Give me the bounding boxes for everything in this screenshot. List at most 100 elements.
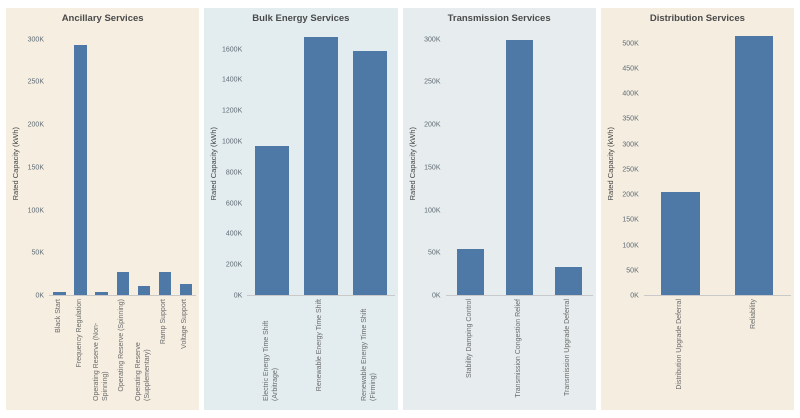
x-label-slot: Black Start [49, 296, 70, 404]
x-axis-label: Black Start [55, 299, 63, 333]
x-label-slot: Renewable Energy Time Shift [296, 296, 345, 404]
y-tick-label: 300K [622, 141, 639, 149]
x-axis-labels: Electric Energy Time Shift (Arbitrage) Re… [247, 296, 394, 404]
chart-panel-bulk-energy-services: Bulk Energy Services Rated Capacity (kWh… [204, 8, 398, 410]
bar-slot [345, 31, 394, 295]
x-axis-label: Distribution Upgrade Deferral [676, 299, 684, 390]
bar-slot [644, 31, 718, 295]
y-tick-label: 250K [27, 78, 44, 86]
x-axis-labels: Black Start Frequency Regulation Operating… [49, 296, 196, 404]
x-label-slot: Distribution Upgrade Deferral [644, 296, 718, 404]
y-tick-label: 50K [31, 249, 44, 257]
x-label-slot: Voltage Support [175, 296, 196, 404]
y-tick-label: 100K [622, 242, 639, 250]
y-tick-label: 250K [622, 166, 639, 174]
y-axis-title: Rated Capacity (kWh) [9, 31, 22, 296]
x-label-slot: Stability Damping Control [446, 296, 495, 404]
bar-slot [717, 31, 791, 295]
y-axis-ticks: 0K 50K 100K 150K 200K 250K 300K [22, 31, 49, 299]
x-label-slot: Frequency Regulation [70, 296, 91, 404]
bar-transmission-congestion-relief[interactable] [505, 39, 533, 295]
y-axis-title-text: Rated Capacity (kWh) [11, 126, 20, 201]
plot-area [643, 31, 791, 296]
y-tick-label: 600K [225, 200, 243, 208]
bar-slot [175, 31, 196, 295]
bar-slot [154, 31, 175, 295]
y-tick-label: 300K [27, 36, 44, 44]
y-tick-label: 1400K [222, 76, 243, 84]
y-axis-ticks: 0K 50K 100K 150K 200K 250K 300K 350K 400K 450K 500… [617, 31, 644, 299]
chart-panel-transmission-services: Transmission Services Rated Capacity (kW… [402, 8, 596, 410]
y-tick-label: 0K [35, 292, 44, 300]
y-tick-label: 450K [622, 65, 639, 73]
x-axis-label: Voltage Support [181, 299, 189, 349]
x-label-slot: Electric Energy Time Shift (Arbitrage) [247, 296, 296, 404]
y-tick-label: 0K [233, 292, 243, 300]
y-tick-label: 50K [428, 249, 441, 257]
y-tick-label: 0K [431, 292, 441, 300]
chart-body: Rated Capacity (kWh) 0K 50K 100K 150K 200K 25… [406, 31, 593, 300]
chart-panel-ancillary-services: Ancillary Services Rated Capacity (kWh) … [6, 8, 200, 410]
bar-slot [70, 31, 91, 295]
bar-black-start[interactable] [53, 292, 66, 295]
bar-voltage-support[interactable] [179, 283, 192, 295]
chart-title: Ancillary Services [61, 13, 144, 24]
bar-slot [91, 31, 112, 295]
y-axis-title: Rated Capacity (kWh) [406, 31, 419, 296]
bar-renewable-energy-time-shift-firming[interactable] [352, 50, 388, 295]
y-tick-label: 100K [424, 207, 441, 215]
x-axis-label: Electric Energy Time Shift (Arbitrage) [263, 320, 279, 401]
y-tick-label: 50K [626, 267, 639, 275]
plot-area [445, 31, 593, 296]
bar-transmission-upgrade-deferral[interactable] [554, 266, 582, 295]
y-tick-label: 1200K [222, 107, 243, 115]
bar-stability-damping-control[interactable] [456, 249, 484, 295]
x-axis-label: Operating Reserve (Non-Spinning) [92, 322, 109, 401]
plot-area [247, 31, 395, 296]
y-tick-label: 150K [27, 164, 44, 172]
x-axis-label: Reliability [749, 299, 757, 329]
x-axis-label: Transmission Congestion Relief [514, 299, 522, 398]
bar-slot [247, 31, 296, 295]
x-label-slot: Reliability [717, 296, 791, 404]
bar-distribution-upgrade-deferral[interactable] [661, 191, 700, 295]
bar-electric-energy-time-shift-arbitrage[interactable] [254, 146, 289, 295]
bar-slot [49, 31, 70, 295]
x-axis-label: Renewable Energy Time Shift (Firming) [361, 308, 377, 401]
bar-renewable-energy-time-shift[interactable] [303, 37, 339, 295]
y-tick-label: 200K [424, 121, 441, 129]
y-tick-label: 250K [424, 78, 441, 86]
bar-operating-reserve-spinning[interactable] [116, 272, 129, 295]
x-label-slot: Operating Reserve (Spinning) [112, 296, 133, 404]
x-label-slot: Transmission Congestion Relief [495, 296, 544, 404]
y-axis-title: Rated Capacity (kWh) [207, 31, 220, 296]
y-axis-title: Rated Capacity (kWh) [604, 31, 617, 296]
x-axis-label: Renewable Energy Time Shift [316, 299, 324, 392]
bar-reliability[interactable] [735, 36, 774, 295]
bar-operating-reserve-non-spinning[interactable] [95, 291, 108, 295]
chart-body: Rated Capacity (kWh) 0K 50K 100K 150K 200K 25… [9, 31, 197, 300]
bar-operating-reserve-supplementary[interactable] [137, 285, 150, 295]
x-label-slot: Operating Reserve (Non-Spinning) [91, 296, 112, 404]
x-axis-label: Frequency Regulation [76, 299, 84, 368]
y-tick-label: 400K [225, 230, 243, 238]
y-tick-label: 100K [27, 207, 44, 215]
bar-frequency-regulation[interactable] [74, 45, 87, 295]
x-axis-label: Stability Damping Control [465, 299, 473, 378]
plot-area [49, 31, 197, 296]
y-tick-label: 800K [225, 169, 243, 177]
x-label-slot: Transmission Upgrade Deferral [544, 296, 593, 404]
y-axis-ticks: 0K 200K 400K 600K 800K 1000K 1200K 1400K 1600K [220, 31, 247, 300]
y-axis-title-text: Rated Capacity (kWh) [407, 126, 417, 201]
x-axis-label: Operating Reserve (Supplementary) [134, 342, 151, 401]
chart-title: Distribution Services [649, 13, 745, 24]
chart-body: Rated Capacity (kWh) 0K 50K 100K 150K 200K 25… [604, 31, 791, 300]
x-axis-label: Operating Reserve (Spinning) [118, 299, 126, 392]
bar-ramp-support[interactable] [158, 272, 171, 295]
bar-slot [296, 31, 345, 295]
y-tick-label: 150K [424, 164, 441, 172]
y-axis-ticks: 0K 50K 100K 150K 200K 250K 300K [419, 31, 446, 299]
y-tick-label: 350K [622, 115, 639, 123]
chart-title: Bulk Energy Services [252, 13, 350, 24]
chart-panel-distribution-services: Distribution Services Rated Capacity (kW… [600, 8, 794, 410]
